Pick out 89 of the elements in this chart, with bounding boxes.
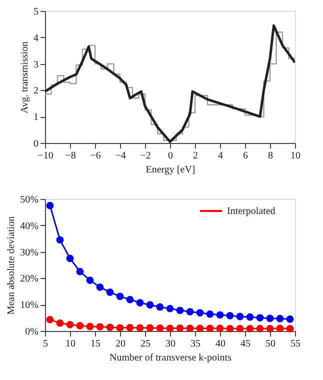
point	[96, 283, 104, 291]
point	[136, 299, 144, 306]
point	[246, 313, 254, 321]
point	[206, 324, 214, 332]
y-tick-label: 20%	[20, 274, 38, 285]
point	[286, 315, 294, 323]
legend-label: Interpolated	[227, 206, 276, 217]
point	[106, 288, 114, 296]
point	[156, 324, 164, 332]
y-tick-label: 4	[34, 32, 38, 44]
x-tick-label: 40	[216, 338, 226, 350]
x-tick-label: 4	[218, 150, 223, 162]
y-tick-label: 1	[34, 112, 38, 124]
y-tick-label: 3	[34, 59, 38, 70]
point	[166, 304, 174, 312]
point	[266, 314, 274, 322]
point	[76, 268, 84, 276]
point	[46, 316, 54, 324]
y-tick-label: 0	[34, 138, 38, 150]
y-axis-title: Mean absolute deviation	[6, 216, 18, 315]
y-tick-label: 40%	[20, 220, 38, 232]
x-tick-label: 25	[140, 338, 150, 350]
point	[146, 324, 154, 332]
x-tick-label: −4	[115, 150, 126, 162]
point	[246, 324, 254, 332]
point	[276, 314, 284, 322]
y-tick-label: 2	[34, 86, 38, 97]
x-tick-label: 2	[193, 150, 198, 162]
point	[236, 324, 244, 332]
x-axis-title: Number of transverse k-points	[110, 352, 232, 364]
point	[66, 320, 74, 328]
point	[126, 324, 134, 332]
point	[66, 254, 74, 262]
point	[276, 324, 284, 332]
x-tick-label: 30	[166, 338, 176, 350]
point	[176, 324, 184, 332]
point	[136, 324, 144, 332]
x-tick-label: 5	[43, 338, 48, 350]
x-axis-title: Energy [eV]	[146, 164, 196, 176]
point	[56, 319, 64, 327]
y-tick-label: 5	[34, 6, 38, 18]
point	[156, 303, 164, 311]
point	[216, 324, 224, 332]
point	[206, 310, 214, 318]
point	[126, 296, 134, 304]
point	[96, 323, 104, 330]
x-tick-label: 10	[290, 150, 300, 162]
point	[106, 324, 114, 332]
point	[86, 322, 94, 330]
y-tick-label: 50%	[20, 194, 38, 206]
point	[46, 202, 54, 210]
x-tick-label: 50	[266, 338, 276, 350]
point	[116, 292, 124, 300]
point	[166, 324, 174, 332]
point	[86, 276, 94, 284]
x-tick-label: 45	[240, 338, 250, 350]
y-tick-label: 0%	[25, 326, 38, 338]
point	[256, 314, 264, 322]
y-tick-label: 10%	[20, 300, 38, 312]
point	[226, 312, 234, 320]
point	[286, 324, 294, 332]
x-tick-label: −2	[140, 150, 151, 162]
x-tick-label: −6	[90, 150, 101, 162]
x-tick-label: −8	[65, 150, 76, 162]
point	[256, 324, 264, 332]
x-tick-label: −10	[38, 150, 54, 162]
point	[186, 324, 194, 332]
point	[116, 324, 124, 332]
point	[196, 324, 204, 332]
point	[226, 324, 234, 332]
point	[236, 312, 244, 320]
x-tick-label: 20	[116, 338, 126, 350]
x-tick-label: 10	[66, 338, 76, 350]
y-axis-title: Avg. transmission	[20, 41, 30, 114]
point	[176, 306, 184, 314]
x-tick-label: 55	[290, 338, 300, 350]
y-tick-label: 30%	[20, 247, 38, 258]
x-tick-label: 0	[168, 150, 173, 162]
point	[196, 309, 204, 316]
point	[216, 311, 224, 319]
point	[266, 324, 274, 332]
x-tick-label: 8	[268, 150, 273, 162]
point	[56, 236, 64, 244]
point	[186, 308, 194, 316]
point	[76, 322, 84, 330]
x-tick-label: 15	[90, 338, 100, 350]
x-tick-label: 6	[243, 150, 248, 162]
point	[146, 301, 154, 309]
x-tick-label: 35	[190, 338, 200, 350]
